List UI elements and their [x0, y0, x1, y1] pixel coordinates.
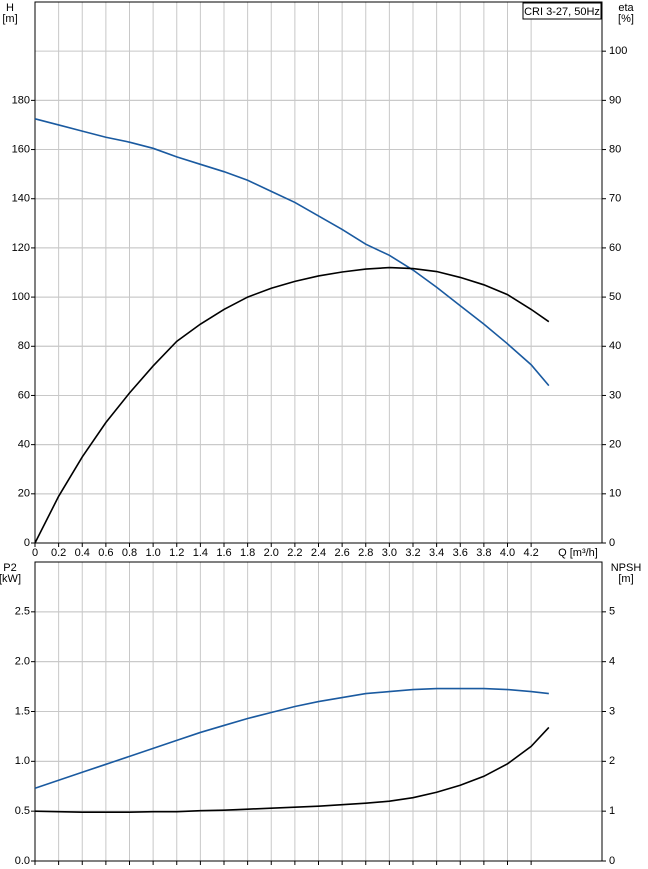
curve [34, 687, 549, 789]
curve [34, 266, 550, 544]
x-tick-label: 3.4 [429, 547, 444, 559]
y2-tick-label: 100 [609, 45, 627, 57]
y-tick-label: 80 [18, 340, 30, 352]
y2-tick-label: 2 [609, 755, 615, 767]
x-tick-label: 0.2 [51, 547, 66, 559]
y-axis-label: H [6, 2, 14, 14]
y2-tick-label: 80 [609, 143, 621, 155]
y2-tick-label: 3 [609, 705, 615, 717]
y-axis-unit: [kW] [0, 573, 21, 585]
x-tick-label: 1.4 [193, 547, 208, 559]
y-tick-label: 0 [24, 537, 30, 549]
x-tick-label: 1.6 [216, 547, 231, 559]
y2-tick-label: 30 [609, 389, 621, 401]
x-tick-label: 1.0 [145, 547, 160, 559]
y2-tick-label: 50 [609, 291, 621, 303]
x-tick-label: 3.0 [382, 547, 397, 559]
y-tick-label: 20 [18, 488, 30, 500]
y-axis-label: P2 [3, 562, 16, 574]
x-tick-label: 0.4 [75, 547, 90, 559]
x-tick-label: 0.8 [122, 547, 137, 559]
y-tick-label: 2.0 [15, 656, 30, 668]
y2-tick-label: 1 [609, 805, 615, 817]
x-tick-label: 1.2 [169, 547, 184, 559]
curve [34, 118, 550, 387]
x-tick-label: 1.8 [240, 547, 255, 559]
x-tick-label: 2.8 [358, 547, 373, 559]
y2-tick-label: 70 [609, 193, 621, 205]
y2-tick-label: 40 [609, 340, 621, 352]
y2-tick-label: 90 [609, 94, 621, 106]
x-tick-label: 0.6 [98, 547, 113, 559]
curve [34, 726, 550, 813]
x-tick-label: 2.0 [264, 547, 279, 559]
y2-tick-label: 60 [609, 242, 621, 254]
y-tick-label: 60 [18, 389, 30, 401]
x-tick-label: 0 [32, 547, 38, 559]
y2-tick-label: 20 [609, 439, 621, 451]
y-axis-unit: [m] [2, 13, 17, 25]
y-tick-label: 160 [12, 143, 30, 155]
x-tick-label: 4.0 [500, 547, 515, 559]
y2-axis-unit: [%] [618, 13, 634, 25]
y2-axis-label: eta [618, 2, 634, 14]
x-tick-label: 3.2 [405, 547, 420, 559]
x-tick-label: 2.6 [334, 547, 349, 559]
y2-tick-label: 0 [609, 855, 615, 867]
plot-frame [34, 1, 603, 544]
y-tick-label: 1.5 [15, 705, 30, 717]
y-tick-label: 100 [12, 291, 30, 303]
plot-frame [34, 561, 603, 862]
x-tick-label: 3.8 [476, 547, 491, 559]
y2-axis-label: NPSH [611, 562, 642, 574]
y2-tick-label: 5 [609, 606, 615, 618]
y-tick-label: 1.0 [15, 755, 30, 767]
y-tick-label: 140 [12, 193, 30, 205]
x-tick-label: 2.2 [287, 547, 302, 559]
y2-tick-label: 4 [609, 656, 615, 668]
chart-title: CRI 3-27, 50Hz [524, 6, 600, 18]
x-tick-label: 2.4 [311, 547, 326, 559]
y2-tick-label: 10 [609, 488, 621, 500]
y-tick-label: 2.5 [15, 606, 30, 618]
x-tick-label: 4.2 [523, 547, 538, 559]
title-box [522, 2, 602, 20]
y-tick-label: 120 [12, 242, 30, 254]
x-tick-label: 3.6 [453, 547, 468, 559]
y-tick-label: 180 [12, 94, 30, 106]
y2-tick-label: 0 [609, 537, 615, 549]
y2-axis-unit: [m] [618, 573, 633, 585]
x-axis-label: Q [m³/h] [558, 547, 598, 559]
y-tick-label: 40 [18, 439, 30, 451]
y-tick-label: 0.5 [15, 805, 30, 817]
y-tick-label: 0.0 [15, 855, 30, 867]
